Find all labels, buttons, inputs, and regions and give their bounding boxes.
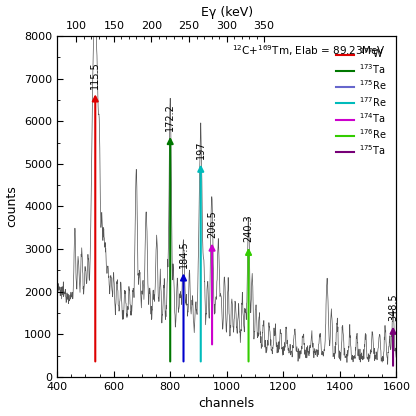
Text: 197: 197 (196, 141, 206, 159)
Text: 172.2: 172.2 (165, 104, 175, 131)
Text: 206.5: 206.5 (207, 210, 217, 238)
Legend: $^{177}$W, $^{173}$Ta, $^{175}$Re, $^{177}$Re, $^{174}$Ta, $^{176}$Re, $^{175}$T: $^{177}$W, $^{173}$Ta, $^{175}$Re, $^{17… (334, 44, 388, 159)
X-axis label: channels: channels (199, 397, 255, 411)
X-axis label: Eγ (keV): Eγ (keV) (201, 5, 253, 19)
Y-axis label: counts: counts (5, 186, 19, 228)
Text: $^{12}$C+$^{169}$Tm, Elab = 89.23MeV: $^{12}$C+$^{169}$Tm, Elab = 89.23MeV (232, 43, 386, 57)
Text: 115.5: 115.5 (90, 61, 100, 89)
Text: 348.5: 348.5 (388, 294, 398, 321)
Text: 240.3: 240.3 (243, 215, 253, 242)
Text: 184.5: 184.5 (178, 240, 188, 268)
